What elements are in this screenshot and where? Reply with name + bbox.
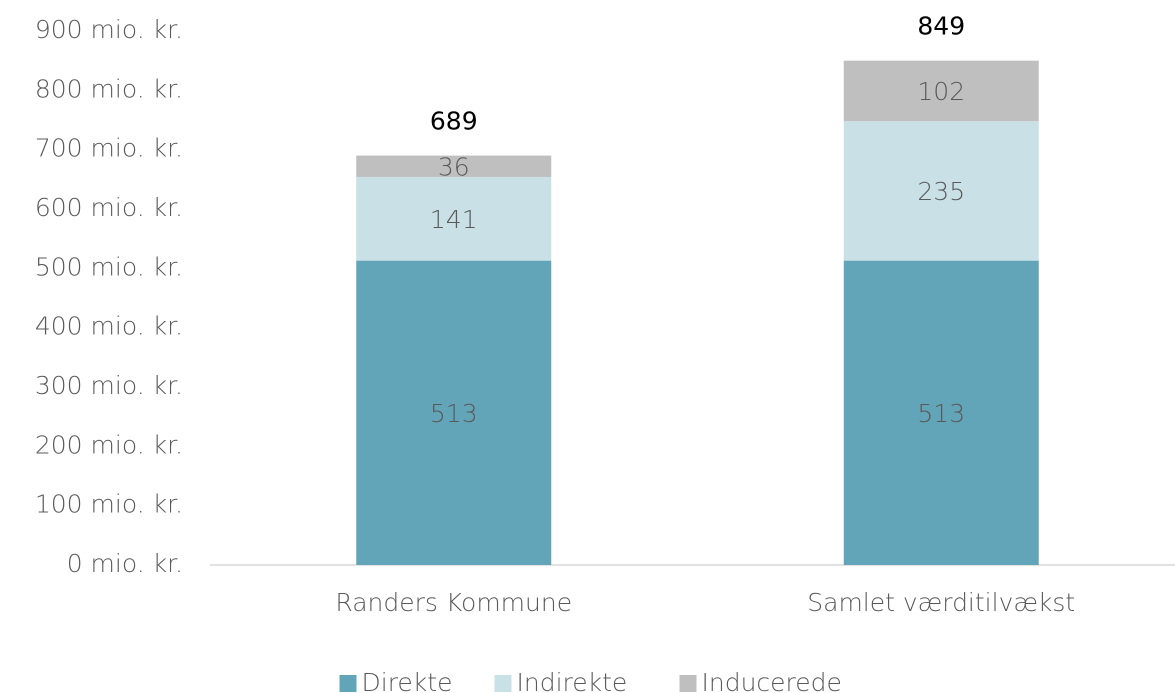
value-label: 513 (917, 399, 965, 428)
y-tick-label: 300 mio. kr. (35, 371, 183, 400)
value-label: 513 (430, 399, 478, 428)
bar-segment (843, 121, 1039, 261)
y-tick-label: 400 mio. kr. (35, 312, 183, 341)
x-tick-label: Randers Kommune (335, 588, 572, 617)
y-tick-label: 200 mio. kr. (35, 430, 183, 459)
bar-segment (356, 260, 552, 565)
value-label: 235 (917, 177, 965, 206)
legend-swatch (494, 675, 512, 692)
bar-segment (356, 176, 552, 261)
y-tick-label: 700 mio. kr. (35, 134, 183, 163)
value-label: 141 (430, 205, 478, 234)
legend-label: Direkte (362, 668, 453, 693)
bar-segment (843, 60, 1039, 122)
y-tick-label: 900 mio. kr. (35, 15, 183, 44)
legend-label: Inducerede (702, 668, 842, 693)
legend-label: Indirekte (517, 668, 628, 693)
value-label: 36 (438, 152, 470, 181)
y-tick-label: 500 mio. kr. (35, 252, 183, 281)
legend-swatch (679, 675, 697, 692)
bar-segment (356, 155, 552, 177)
x-tick-label: Samlet værditilvækst (807, 588, 1075, 617)
legend-swatch (339, 675, 357, 692)
y-tick-label: 100 mio. kr. (35, 490, 183, 519)
total-label: 849 (917, 12, 965, 41)
value-label: 102 (917, 77, 965, 106)
y-tick-label: 600 mio. kr. (35, 193, 183, 222)
y-tick-label: 800 mio. kr. (35, 74, 183, 103)
bar-segment (843, 260, 1039, 565)
total-label: 689 (430, 107, 478, 136)
y-tick-label: 0 mio. kr. (67, 549, 183, 578)
